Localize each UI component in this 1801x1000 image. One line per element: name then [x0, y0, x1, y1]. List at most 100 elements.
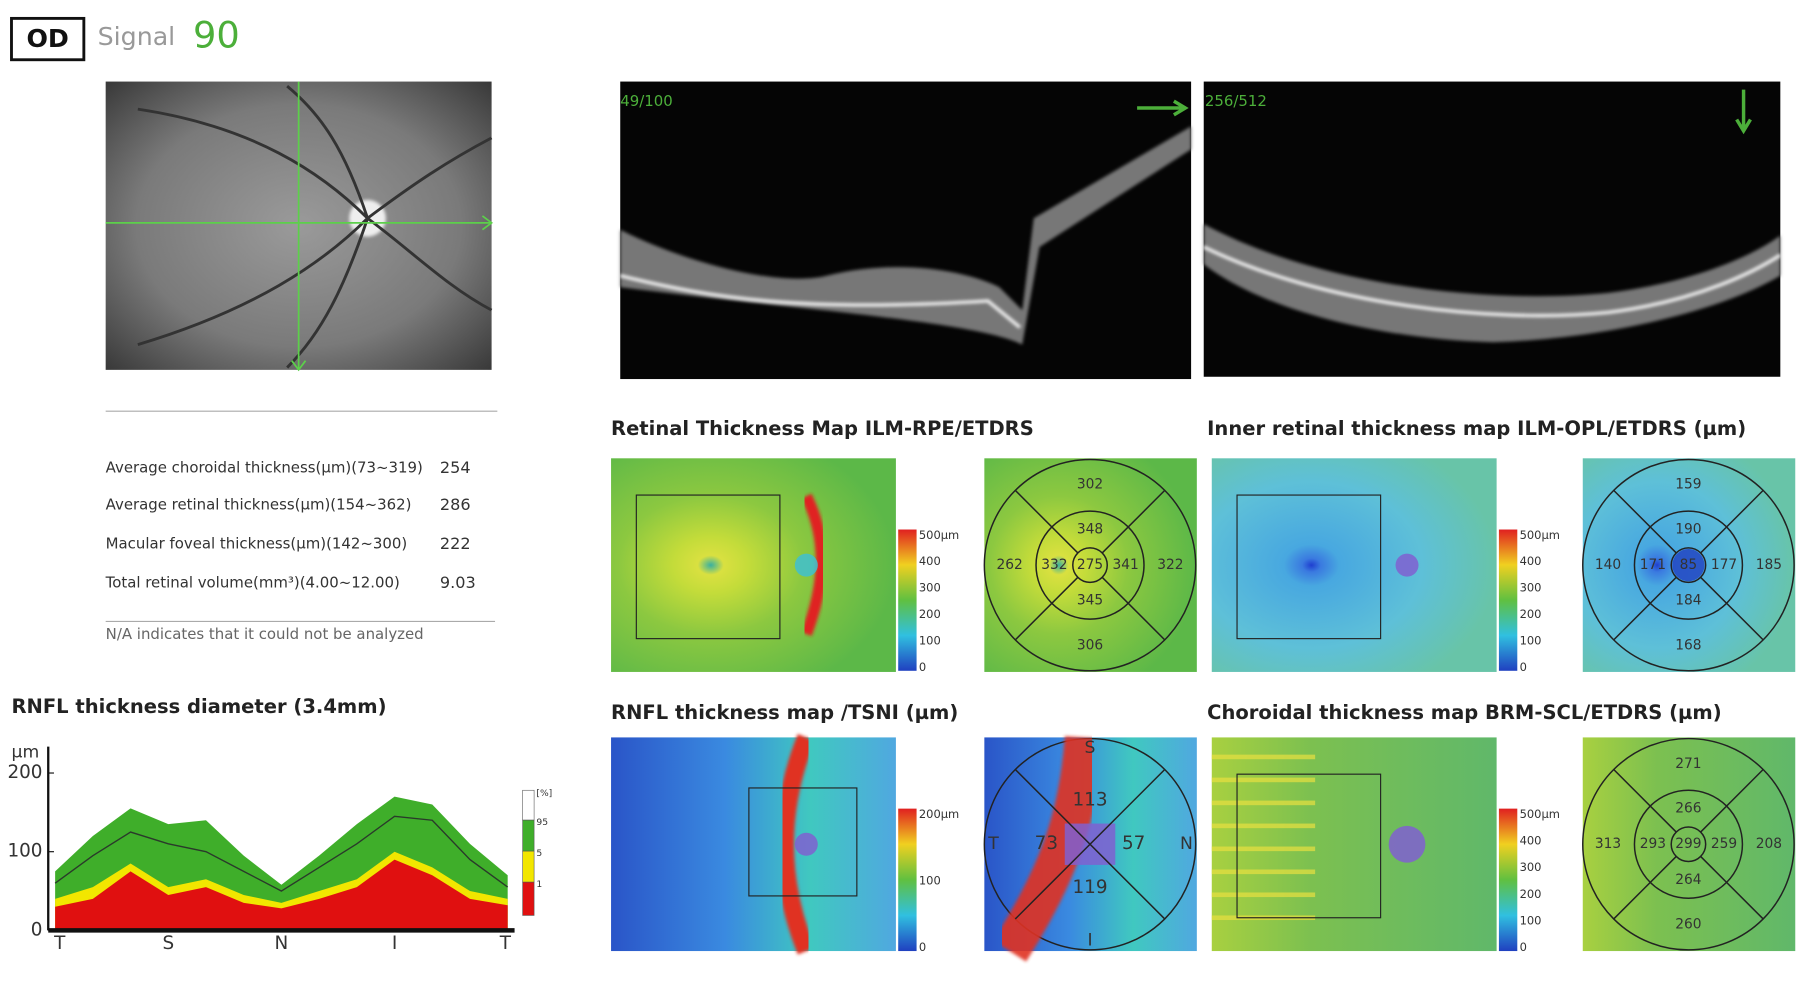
thickness-map [1211, 737, 1497, 952]
scan-area [1236, 494, 1382, 640]
sector-label: T [987, 834, 999, 854]
streak [1211, 800, 1316, 806]
measurement-label: Average choroidal thickness(µm)(73~319) [106, 459, 423, 477]
scale-label: 400 [919, 554, 941, 568]
eye-box [10, 16, 86, 62]
grid-value: 208 [1756, 836, 1782, 852]
color-scale [1498, 529, 1518, 671]
grid-circle [1633, 510, 1744, 620]
measurement-label: Macular foveal thickness(µm)(142~300) [106, 534, 408, 552]
legend-label: 1 [536, 879, 542, 890]
grid-circle [1633, 789, 1744, 899]
eye-label: OD [26, 24, 68, 53]
grid-divider [1613, 576, 1677, 641]
scan-area [635, 494, 781, 640]
sector-value: 57 [1122, 833, 1145, 854]
measurement-label: Total retinal volume(mm³)(4.00~12.00) [105, 574, 400, 592]
bscan-image [619, 81, 1782, 380]
scale-label: 300 [1520, 581, 1542, 595]
map-title: Choroidal thickness map BRM-SCL/ETDRS (µ… [1207, 701, 1721, 724]
scale-label: 200µm [919, 807, 959, 821]
x-tick-label: N [275, 933, 289, 954]
color-scale [898, 529, 917, 671]
color-scale [898, 808, 917, 952]
grid-divider [1613, 489, 1677, 554]
grid-value: 190 [1675, 522, 1701, 538]
scale-label: 0 [919, 660, 926, 674]
x-tick-label: T [53, 933, 66, 954]
x-tick-label: I [392, 933, 397, 954]
legend-swatch [522, 819, 535, 852]
sector-label: N [1180, 834, 1193, 854]
grid-value: 168 [1675, 638, 1701, 654]
grid-divider [1101, 489, 1166, 554]
streak [1211, 869, 1316, 875]
measurement-value: 222 [440, 534, 471, 553]
sector-label: I [1087, 931, 1092, 951]
scan-area [1236, 773, 1382, 919]
grid-value: 299 [1675, 836, 1701, 852]
signal-value: 90 [193, 13, 240, 56]
grid-divider [1613, 768, 1677, 833]
grid-value: 264 [1675, 872, 1701, 888]
grid-divider [1700, 855, 1764, 920]
scale-label: 0 [1520, 660, 1527, 674]
signal-label: Signal [98, 22, 176, 51]
scale-label: 500µm [919, 528, 959, 542]
disc [775, 734, 815, 955]
map-bg [611, 458, 896, 672]
streak [1211, 777, 1316, 783]
grid-circle [1670, 547, 1707, 584]
legend-label: 95 [536, 817, 548, 828]
grid-value: 259 [1711, 836, 1737, 852]
scale-label: 100 [919, 633, 941, 647]
scan-area [748, 787, 858, 897]
grid-value: 302 [1077, 477, 1103, 493]
grid-value: 262 [996, 557, 1022, 573]
scale-label: 200 [1520, 607, 1542, 621]
grid-divider [1700, 768, 1764, 833]
grid-divider [1101, 576, 1166, 641]
map-title: Retinal Thickness Map ILM-RPE/ETDRS [611, 417, 1034, 440]
grid-value: 184 [1675, 593, 1701, 609]
bscan-label: 49/100 [620, 92, 673, 110]
grid-value: 266 [1675, 801, 1701, 817]
legend-title: [%] [536, 788, 552, 799]
grid-value: 271 [1675, 756, 1701, 772]
grid-circle [1670, 826, 1707, 863]
percentile-area [55, 859, 508, 931]
patient-line [54, 815, 509, 892]
optic-disc [794, 832, 818, 856]
grid-panel [983, 458, 1197, 672]
scale-label: 400 [1520, 834, 1542, 848]
grid-value: 341 [1112, 557, 1138, 573]
thickness-map [611, 458, 896, 672]
grid-value: 177 [1711, 557, 1737, 573]
sector-value: 113 [1072, 790, 1107, 811]
grid-value: 260 [1675, 917, 1701, 933]
grid-value: 306 [1077, 638, 1103, 654]
disc [800, 493, 828, 637]
scale-label: 100 [1520, 633, 1542, 647]
grid-value: 322 [1157, 557, 1183, 573]
map-bg [1211, 458, 1497, 672]
optic-disc [794, 553, 818, 577]
optic-disc [1388, 825, 1426, 863]
legend-swatch [522, 850, 535, 883]
grid-value: 185 [1756, 557, 1782, 573]
grid-value: 345 [1077, 593, 1103, 609]
fovea [1672, 549, 1705, 582]
streak [1211, 754, 1316, 760]
grid-value: 275 [1077, 557, 1103, 573]
bscan-label: 256/512 [1205, 92, 1267, 110]
scale-label: 200 [1520, 887, 1542, 901]
grid-divider [1014, 576, 1079, 641]
grid-value: 293 [1640, 836, 1666, 852]
scale-label: 100 [1520, 913, 1542, 927]
rnfl-band [993, 736, 1104, 962]
scale-label: 400 [1520, 554, 1542, 568]
map-title: RNFL thickness map /TSNI (µm) [611, 701, 958, 724]
grid-circle [983, 458, 1197, 672]
